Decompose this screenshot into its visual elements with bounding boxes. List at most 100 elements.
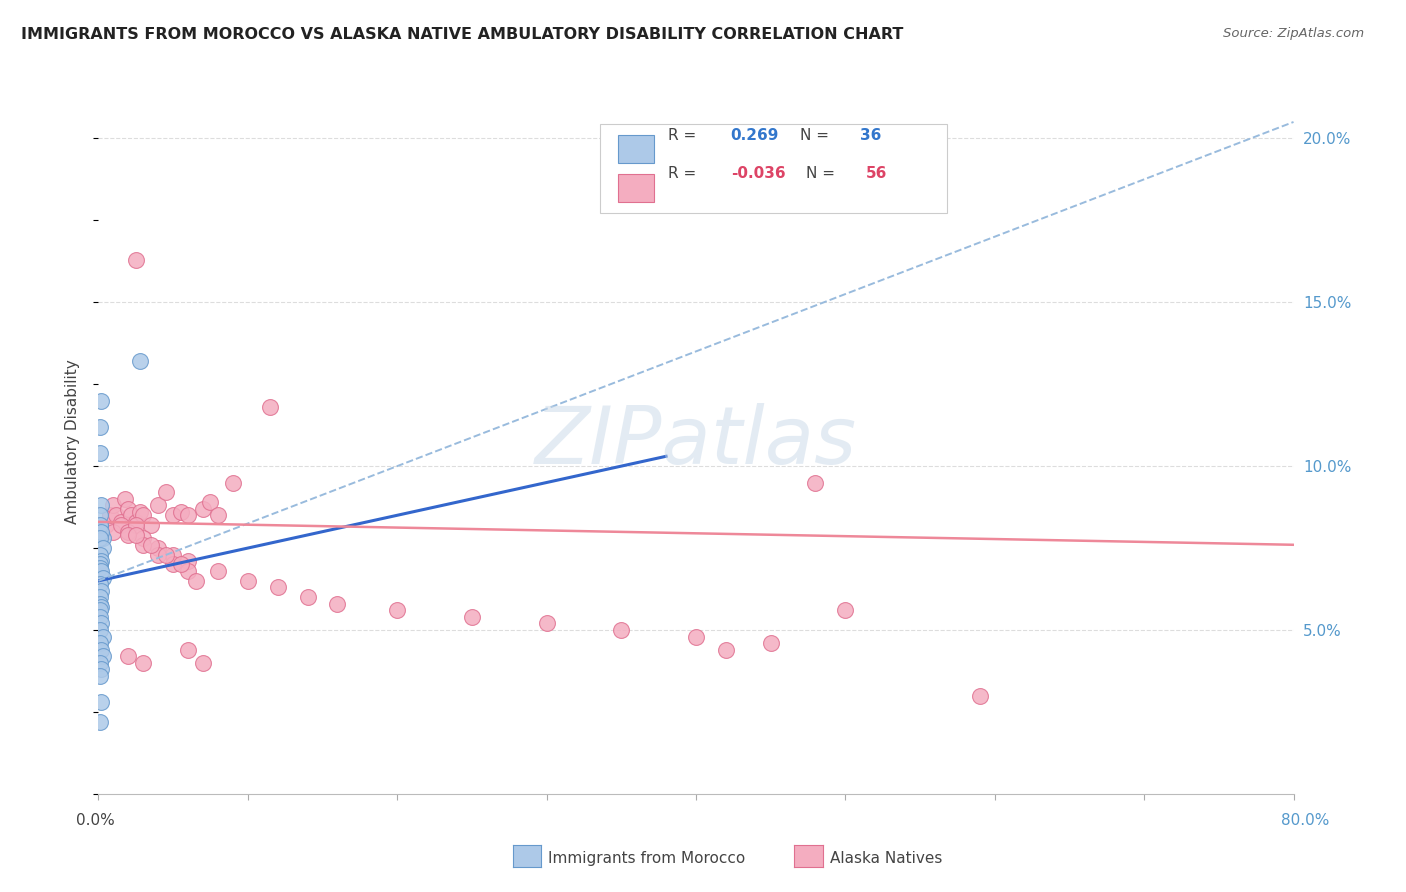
Point bbox=[117, 501, 139, 516]
Point bbox=[610, 623, 633, 637]
Text: 80.0%: 80.0% bbox=[1281, 814, 1329, 828]
Point bbox=[148, 548, 170, 562]
Point bbox=[89, 623, 111, 637]
Point bbox=[461, 610, 484, 624]
Point bbox=[91, 570, 114, 584]
Text: Source: ZipAtlas.com: Source: ZipAtlas.com bbox=[1223, 27, 1364, 40]
Point bbox=[132, 538, 155, 552]
Text: 0.269: 0.269 bbox=[731, 128, 779, 143]
Point bbox=[89, 419, 111, 434]
Point bbox=[90, 695, 112, 709]
FancyBboxPatch shape bbox=[600, 124, 948, 212]
Point bbox=[184, 574, 207, 588]
Point bbox=[804, 475, 827, 490]
Point bbox=[90, 554, 112, 568]
Point bbox=[191, 501, 214, 516]
Point bbox=[91, 541, 114, 555]
Point bbox=[103, 524, 125, 539]
Point bbox=[139, 518, 162, 533]
Point bbox=[714, 642, 737, 657]
Point bbox=[110, 518, 132, 533]
Point bbox=[125, 518, 148, 533]
Point bbox=[222, 475, 245, 490]
Point bbox=[155, 548, 177, 562]
Point bbox=[89, 531, 111, 545]
Point bbox=[90, 583, 112, 598]
Point bbox=[536, 616, 558, 631]
Point bbox=[89, 591, 111, 605]
Y-axis label: Ambulatory Disability: Ambulatory Disability bbox=[65, 359, 80, 524]
Text: R =: R = bbox=[668, 166, 702, 181]
Point bbox=[105, 508, 128, 523]
Text: ZIPatlas: ZIPatlas bbox=[534, 402, 858, 481]
Point bbox=[148, 499, 170, 513]
Point bbox=[162, 548, 184, 562]
Point bbox=[91, 649, 114, 664]
Point bbox=[326, 597, 349, 611]
Point bbox=[120, 508, 142, 523]
Text: 36: 36 bbox=[859, 128, 882, 143]
Point bbox=[759, 636, 782, 650]
Point bbox=[132, 531, 155, 545]
Point bbox=[90, 564, 112, 578]
Point bbox=[89, 597, 111, 611]
Point bbox=[89, 610, 111, 624]
Point bbox=[90, 499, 112, 513]
Point bbox=[125, 528, 148, 542]
Point bbox=[117, 649, 139, 664]
Point bbox=[207, 564, 229, 578]
Point bbox=[89, 636, 111, 650]
Point bbox=[129, 505, 152, 519]
Point bbox=[89, 508, 111, 523]
Point bbox=[90, 662, 112, 676]
Point bbox=[89, 603, 111, 617]
Point bbox=[129, 354, 152, 368]
Point bbox=[89, 577, 111, 591]
Point bbox=[90, 393, 112, 408]
FancyBboxPatch shape bbox=[619, 174, 654, 202]
Point bbox=[177, 508, 200, 523]
Point bbox=[90, 642, 112, 657]
Point bbox=[110, 515, 132, 529]
Point bbox=[91, 531, 114, 545]
Point bbox=[89, 714, 111, 729]
Point bbox=[132, 656, 155, 670]
Point bbox=[103, 499, 125, 513]
Point bbox=[236, 574, 259, 588]
Point bbox=[114, 491, 136, 506]
Point bbox=[200, 495, 222, 509]
Text: R =: R = bbox=[668, 128, 702, 143]
Point bbox=[117, 528, 139, 542]
Point bbox=[685, 630, 707, 644]
Point bbox=[90, 616, 112, 631]
Point bbox=[89, 518, 111, 533]
Point bbox=[125, 515, 148, 529]
Text: N =: N = bbox=[806, 166, 839, 181]
Point bbox=[94, 518, 117, 533]
Point bbox=[969, 689, 991, 703]
Point bbox=[117, 524, 139, 539]
Point bbox=[177, 554, 200, 568]
Point bbox=[148, 541, 170, 555]
Point bbox=[191, 656, 214, 670]
Point bbox=[169, 558, 191, 572]
Point bbox=[89, 656, 111, 670]
Point bbox=[169, 505, 191, 519]
FancyBboxPatch shape bbox=[619, 135, 654, 163]
Point bbox=[89, 669, 111, 683]
Point bbox=[125, 252, 148, 267]
Point bbox=[259, 400, 281, 414]
Point bbox=[297, 591, 319, 605]
Text: Immigrants from Morocco: Immigrants from Morocco bbox=[548, 851, 745, 865]
Point bbox=[139, 538, 162, 552]
Point bbox=[89, 558, 111, 572]
Point bbox=[89, 560, 111, 574]
Text: Alaska Natives: Alaska Natives bbox=[830, 851, 942, 865]
Point bbox=[98, 508, 122, 523]
Point bbox=[267, 581, 290, 595]
Point bbox=[89, 446, 111, 460]
Point bbox=[162, 558, 184, 572]
Point bbox=[385, 603, 409, 617]
Point bbox=[207, 508, 229, 523]
Text: IMMIGRANTS FROM MOROCCO VS ALASKA NATIVE AMBULATORY DISABILITY CORRELATION CHART: IMMIGRANTS FROM MOROCCO VS ALASKA NATIVE… bbox=[21, 27, 904, 42]
